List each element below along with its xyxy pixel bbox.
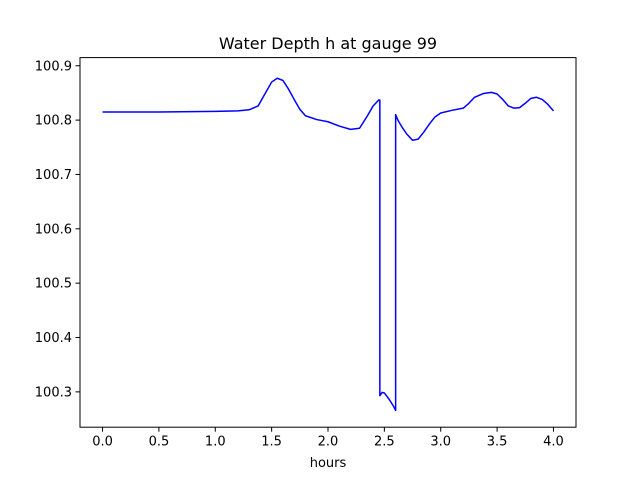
x-tick-label: 2.0 (318, 435, 339, 450)
x-tick-label: 0.5 (149, 435, 170, 450)
y-tick-label: 100.9 (35, 59, 72, 74)
y-axis: 100.3 100.4 100.5 100.6 100.7 100.8 100.9 (35, 59, 80, 400)
x-tick-label: 3.5 (487, 435, 508, 450)
x-axis-label: hours (310, 456, 347, 471)
x-tick-label: 4.0 (543, 435, 564, 450)
chart-title: Water Depth h at gauge 99 (219, 34, 437, 53)
y-tick-label: 100.7 (35, 168, 72, 183)
x-tick-label: 3.0 (430, 435, 451, 450)
y-tick-label: 100.8 (35, 114, 72, 129)
x-tick-label: 2.5 (374, 435, 395, 450)
plot-frame (79, 57, 577, 428)
series-line-0 (102, 77, 555, 412)
x-tick-label: 0.0 (92, 435, 113, 450)
y-tick-label: 100.5 (35, 277, 72, 292)
x-tick-label: 1.0 (205, 435, 226, 450)
y-tick-label: 100.6 (35, 222, 72, 237)
plot-area (79, 57, 577, 428)
x-axis: 0.0 0.5 1.0 1.5 2.0 2.5 3.0 3.5 4.0 (92, 427, 564, 450)
series-layer (102, 77, 555, 412)
x-tick-label: 1.5 (261, 435, 282, 450)
y-tick-label: 100.4 (35, 331, 72, 346)
y-tick-label: 100.3 (35, 385, 72, 400)
